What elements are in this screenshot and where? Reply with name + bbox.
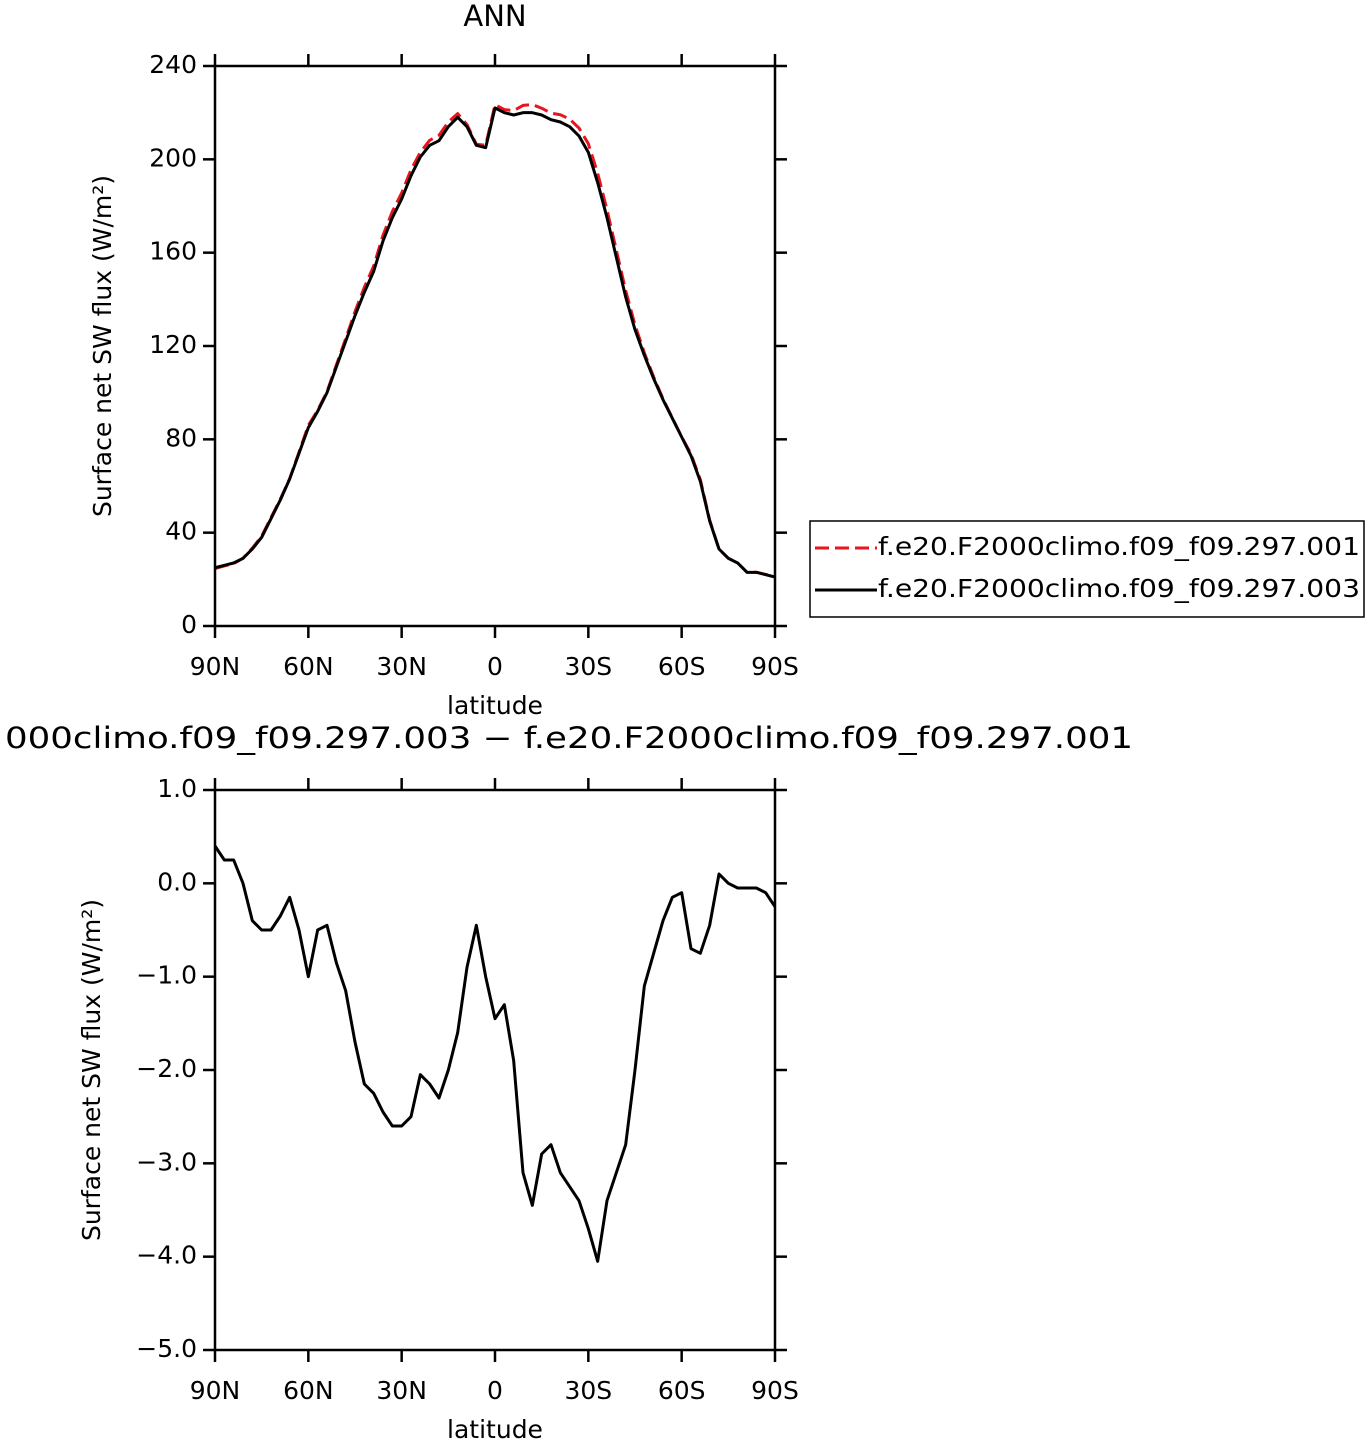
y-axis-label: Surface net SW flux (W/m²)	[77, 899, 106, 1241]
y-tick-label: 240	[149, 50, 197, 79]
y-tick-label: −1.0	[136, 961, 197, 990]
data-line	[213, 845, 777, 1263]
y-tick-label: 200	[149, 143, 197, 172]
y-tick-label: −3.0	[136, 1147, 197, 1176]
x-tick-label: 90N	[190, 652, 241, 681]
y-tick-label: −2.0	[136, 1054, 197, 1083]
y-tick-label: 40	[165, 517, 197, 546]
data-line	[214, 103, 776, 578]
x-tick-label: 30N	[376, 652, 427, 681]
legend-box	[809, 520, 1365, 618]
x-tick-label: 0	[487, 652, 503, 681]
y-tick-label: 160	[149, 237, 197, 266]
chart-title: ANN	[463, 0, 526, 33]
y-tick-label: 120	[149, 330, 197, 359]
x-tick-label: 0	[487, 1376, 503, 1405]
x-tick-label: 30S	[564, 652, 612, 681]
data-line	[214, 106, 776, 579]
x-tick-label: 90N	[190, 1376, 241, 1405]
y-tick-label: 1.0	[157, 774, 197, 803]
x-tick-label: 30S	[564, 1376, 612, 1405]
x-tick-label: 30N	[376, 1376, 427, 1405]
chart-title: 000climo.f09_f09.297.003 − f.e20.F2000cl…	[5, 721, 1133, 755]
x-axis-label: latitude	[447, 691, 543, 720]
legend-label: f.e20.F2000climo.f09_f09.297.003	[878, 574, 1360, 603]
x-tick-label: 60N	[283, 1376, 334, 1405]
x-tick-label: 60N	[283, 652, 334, 681]
x-axis-label: latitude	[447, 1415, 543, 1444]
x-tick-label: 90S	[751, 652, 799, 681]
y-tick-label: 0.0	[157, 867, 197, 896]
x-tick-label: 60S	[658, 652, 706, 681]
y-tick-label: −4.0	[136, 1241, 197, 1270]
legend-label: f.e20.F2000climo.f09_f09.297.001	[878, 532, 1360, 561]
plot-frame	[213, 64, 777, 628]
y-axis-label: Surface net SW flux (W/m²)	[88, 175, 117, 517]
x-tick-label: 60S	[658, 1376, 706, 1405]
plot-frame	[213, 788, 777, 1352]
legend: f.e20.F2000climo.f09_f09.297.001 f.e20.F2…	[809, 520, 1365, 618]
y-tick-label: 0	[181, 610, 197, 639]
y-tick-label: 80	[165, 423, 197, 452]
y-tick-label: −5.0	[136, 1334, 197, 1363]
x-tick-label: 90S	[751, 1376, 799, 1405]
